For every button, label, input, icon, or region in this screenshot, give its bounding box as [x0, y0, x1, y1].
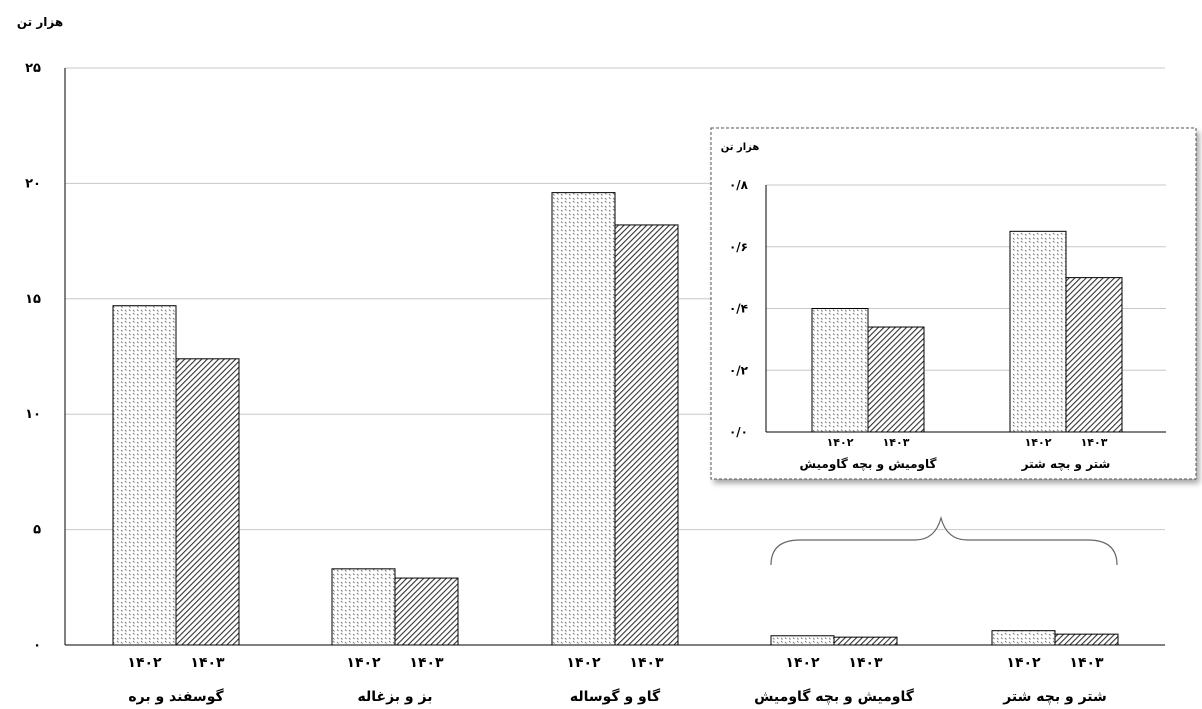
inset-brace — [770, 515, 1118, 566]
bar — [833, 636, 898, 646]
inset-y-axis-label: هزار تن — [721, 142, 760, 153]
x-year-label: ۱۴۰۳ — [883, 436, 910, 449]
main-x-labels: ۱۴۰۲ ۱۴۰۳ گوسفند و بره ۱۴۰۲ ۱۴۰۳ بز و بزغاله ۱… — [127, 655, 1106, 705]
inset-bars — [811, 230, 1123, 433]
x-year-label: ۱۴۰۲ — [346, 655, 381, 671]
y-tick-label: ۰/۲ — [729, 363, 749, 377]
inset-frame — [710, 127, 1197, 480]
x-category-label: گاو و گوساله — [570, 688, 661, 705]
x-year-label: ۱۴۰۲ — [1006, 655, 1041, 671]
bar — [175, 358, 240, 646]
bar — [1009, 230, 1067, 433]
bar — [811, 308, 869, 433]
y-tick-label: ۰/۴ — [729, 302, 748, 316]
x-category-label: گوسفند و بره — [128, 688, 224, 705]
bar — [770, 635, 835, 646]
y-tick-label: ۲۵ — [25, 61, 41, 76]
bar — [1054, 633, 1119, 646]
x-year-label: ۱۴۰۳ — [629, 655, 664, 671]
x-category-label: گاومیش و بچه گاومیش — [800, 457, 937, 472]
y-tick-label: ۰/۸ — [729, 178, 749, 192]
bar — [991, 630, 1056, 646]
inset-x-labels: ۱۴۰۲ ۱۴۰۳ گاومیش و بچه گاومیش ۱۴۰۲ ۱۴۰۳ شتر و… — [800, 436, 1111, 472]
x-category-label: شتر و بچه شتر — [1021, 457, 1111, 472]
x-year-label: ۱۴۰۲ — [127, 655, 162, 671]
inset-y-tick-labels: ۰/۰ ۰/۲ ۰/۴ ۰/۶ ۰/۸ — [729, 178, 749, 439]
main-y-tick-labels: ۰ ۵ ۱۰ ۱۵ ۲۰ ۲۵ — [25, 61, 41, 653]
bar — [112, 305, 177, 646]
bar — [867, 326, 925, 433]
main-bars — [112, 192, 1119, 646]
x-year-label: ۱۴۰۲ — [566, 655, 601, 671]
x-year-label: ۱۴۰۳ — [1069, 655, 1104, 671]
y-tick-label: ۰/۶ — [729, 240, 748, 254]
x-category-label: بز و بزغاله — [358, 689, 433, 705]
x-year-label: ۱۴۰۳ — [1081, 436, 1108, 449]
x-year-label: ۱۴۰۲ — [785, 655, 820, 671]
bar — [394, 577, 459, 646]
main-y-axis-label: هزار تن — [17, 15, 63, 29]
y-tick-label: ۱۰ — [25, 407, 41, 422]
y-tick-label: ۰/۰ — [729, 425, 748, 439]
y-tick-label: ۱۵ — [25, 292, 41, 307]
y-tick-label: ۲۰ — [25, 176, 41, 191]
x-category-label: گاومیش و بچه گاومیش — [754, 688, 915, 705]
x-year-label: ۱۴۰۳ — [848, 655, 883, 671]
bar — [614, 224, 679, 646]
x-year-label: ۱۴۰۲ — [827, 436, 854, 449]
bar — [551, 192, 616, 646]
bar — [331, 568, 396, 646]
bar — [1065, 277, 1123, 433]
x-category-label: شتر و بچه شتر — [1002, 689, 1107, 705]
x-year-label: ۱۴۰۲ — [1025, 436, 1052, 449]
y-tick-label: ۰ — [33, 638, 41, 653]
y-tick-label: ۵ — [33, 523, 41, 538]
x-year-label: ۱۴۰۳ — [190, 655, 225, 671]
x-year-label: ۱۴۰۳ — [409, 655, 444, 671]
